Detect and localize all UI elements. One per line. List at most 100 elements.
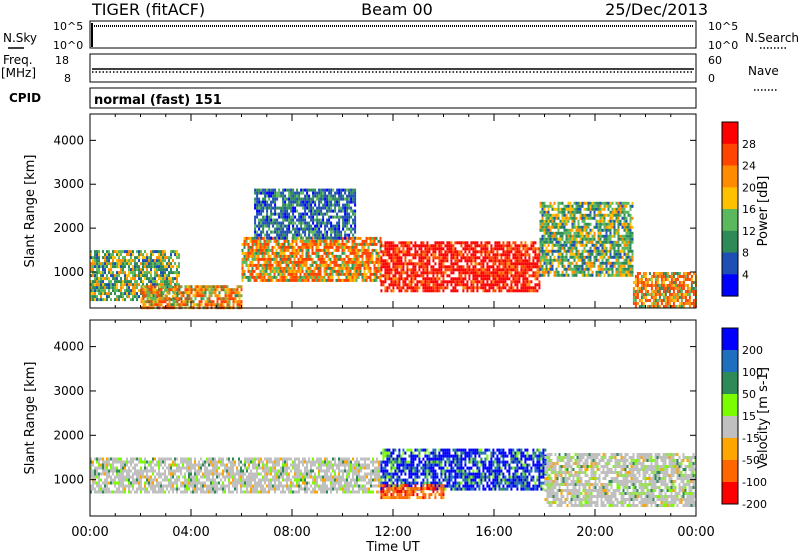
power-cell — [328, 194, 331, 198]
power-cell — [116, 289, 118, 293]
power-cell — [162, 300, 165, 304]
power-cell — [414, 286, 417, 290]
power-cell — [285, 269, 288, 273]
power-cell — [346, 200, 349, 204]
power-cell — [448, 244, 451, 248]
power-cell — [104, 283, 106, 287]
power-cell — [402, 280, 405, 284]
power-cell — [654, 290, 657, 293]
power-cell — [607, 225, 610, 229]
power-cell — [158, 297, 161, 301]
power-cell — [312, 230, 315, 234]
power-cell — [664, 296, 667, 299]
power-cell — [644, 299, 647, 302]
power-cell — [106, 259, 108, 263]
power-cell — [162, 277, 164, 281]
power-cell — [226, 288, 229, 292]
power-cell — [664, 278, 667, 281]
power-cell — [340, 215, 343, 219]
power-cell — [543, 243, 546, 247]
power-cell — [520, 250, 523, 254]
power-cell — [460, 241, 463, 245]
power-cell — [208, 288, 211, 292]
power-cell — [160, 259, 162, 263]
power-cell — [575, 216, 578, 220]
power-cell — [116, 259, 118, 263]
power-cell — [404, 250, 407, 254]
power-echo-region-2 — [241, 236, 382, 282]
power-cell — [619, 210, 622, 214]
power-cell — [547, 270, 550, 274]
power-cell — [361, 272, 364, 276]
power-cell — [426, 283, 429, 287]
power-cell — [488, 256, 491, 260]
power-cell — [573, 252, 576, 256]
power-cell — [428, 262, 431, 266]
freq-tick-bottom: 8 — [64, 72, 71, 85]
power-cell — [305, 254, 308, 258]
power-cell — [534, 274, 537, 278]
power-cell — [601, 255, 604, 259]
power-cell — [680, 284, 683, 287]
power-cell — [420, 247, 423, 251]
power-cell — [458, 241, 461, 245]
power-cell — [619, 219, 622, 223]
power-cell — [571, 255, 574, 259]
power-cell — [312, 212, 315, 216]
power-cell — [678, 272, 681, 275]
power-cell — [581, 273, 584, 277]
power-cell — [611, 267, 614, 271]
power-cell — [426, 259, 429, 263]
power-cell — [530, 268, 533, 272]
velocity-echo-region-0 — [90, 457, 382, 494]
power-cell — [354, 227, 357, 231]
power-cell — [116, 262, 118, 266]
power-cell — [559, 234, 562, 238]
power-cell — [678, 284, 681, 287]
velocity-cell — [96, 460, 98, 464]
power-cell — [597, 228, 600, 232]
power-cell — [563, 216, 566, 220]
power-cell — [394, 280, 397, 284]
power-cell — [549, 240, 552, 244]
power-cell — [336, 215, 339, 219]
power-cell — [308, 230, 311, 234]
power-cell — [629, 246, 632, 250]
power-cell — [280, 209, 283, 213]
power-cell — [98, 280, 100, 284]
power-cell — [545, 204, 548, 208]
power-cell — [400, 286, 403, 290]
power-cell — [148, 259, 150, 263]
power-cell — [619, 237, 622, 241]
power-cell — [325, 242, 328, 246]
power-cell — [287, 269, 290, 273]
power-cell — [468, 256, 471, 260]
power-cell — [599, 249, 602, 253]
power-cell — [326, 218, 329, 222]
power-cell — [279, 269, 282, 273]
power-cell — [355, 272, 358, 276]
power-cell — [557, 255, 560, 259]
power-cell — [577, 249, 580, 253]
power-cell — [122, 271, 124, 275]
power-cell — [392, 274, 395, 278]
power-cell — [313, 266, 316, 270]
power-cell — [259, 272, 262, 276]
power-cell — [418, 262, 421, 266]
power-cell — [254, 236, 257, 240]
power-cell — [160, 256, 162, 260]
power-cell — [547, 204, 550, 208]
power-cell — [253, 242, 256, 246]
power-cell — [320, 188, 323, 192]
power-cell — [254, 191, 257, 195]
power-cell — [589, 267, 592, 271]
power-cell — [579, 231, 582, 235]
power-cell — [306, 224, 309, 228]
power-cell — [373, 248, 376, 252]
power-cell — [460, 280, 463, 284]
power-cell — [496, 247, 499, 251]
power-cell — [472, 277, 475, 281]
power-cell — [575, 225, 578, 229]
power-cell — [599, 270, 602, 274]
power-cell — [338, 191, 341, 195]
